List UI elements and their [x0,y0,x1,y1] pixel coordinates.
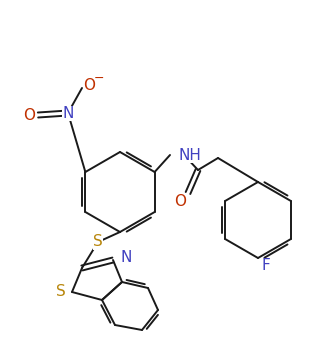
Text: NH: NH [178,147,201,163]
Text: −: − [94,71,104,84]
Text: O: O [23,107,35,122]
Text: S: S [93,235,103,249]
Text: F: F [262,259,270,273]
Text: S: S [56,284,66,299]
Text: N: N [120,249,131,264]
Text: N: N [62,106,74,120]
Text: O: O [174,193,186,209]
Text: O: O [83,79,95,94]
